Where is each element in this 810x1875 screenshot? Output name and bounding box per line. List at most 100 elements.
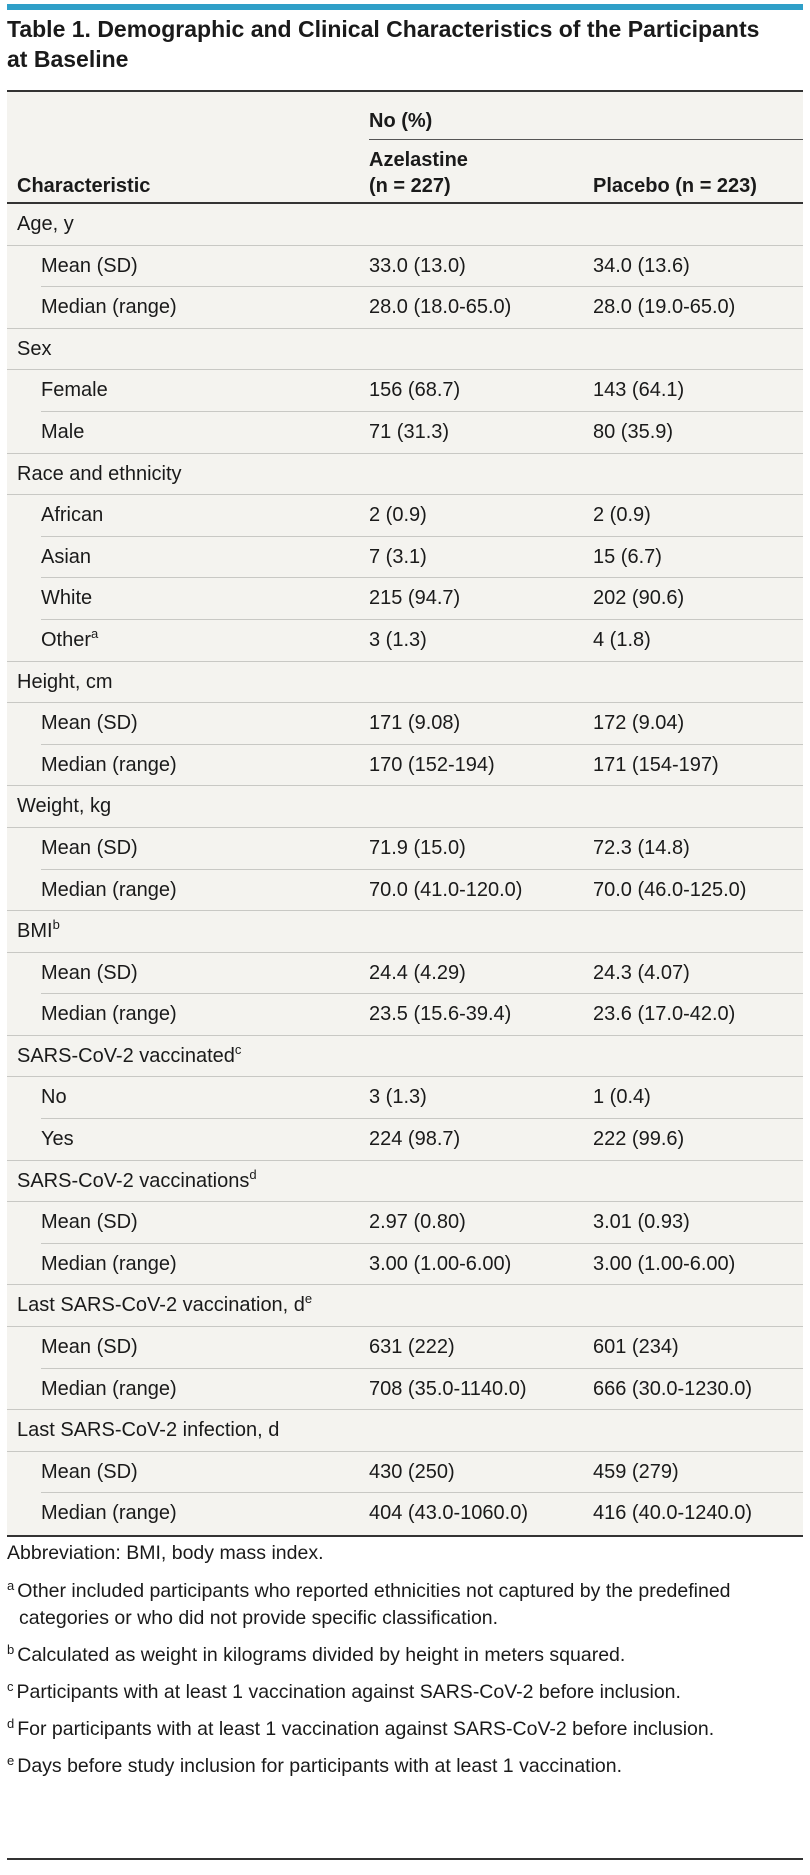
row-label-text: Asian bbox=[41, 545, 92, 568]
placebo-value: 601 (234) bbox=[593, 1336, 679, 1359]
group-label-text: SARS-CoV-2 vaccinated bbox=[17, 1044, 235, 1067]
azelastine-value: 170 (152-194) bbox=[369, 753, 495, 776]
row-label-text: Mean (SD) bbox=[41, 254, 138, 277]
placebo-value: 666 (30.0-1230.0) bbox=[593, 1377, 753, 1400]
group-row: Sex bbox=[7, 329, 803, 371]
row-label-text: Mean (SD) bbox=[41, 836, 138, 859]
azelastine-value: 71 (31.3) bbox=[369, 420, 450, 443]
azelastine-value: 3 (1.3) bbox=[369, 628, 427, 651]
group-label-text: Sex bbox=[17, 337, 52, 360]
table-row: Asian 7 (3.1) 15 (6.7) bbox=[7, 537, 803, 579]
footnote-mark: d bbox=[7, 1716, 15, 1731]
table-row: Median (range) 23.5 (15.6-39.4) 23.6 (17.0… bbox=[7, 994, 803, 1036]
placebo-value: 3.00 (1.00-6.00) bbox=[593, 1252, 736, 1275]
row-label: Mean (SD) bbox=[41, 246, 138, 288]
footnote-marker: b bbox=[52, 917, 60, 933]
abbreviation-note: Abbreviation: BMI, body mass index. bbox=[7, 1542, 324, 1564]
footnote-marker: a bbox=[91, 625, 99, 641]
azelastine-value: 33.0 (13.0) bbox=[369, 254, 466, 277]
azelastine-value: 7 (3.1) bbox=[369, 545, 427, 568]
azelastine-value: 404 (43.0-1060.0) bbox=[369, 1502, 529, 1525]
placebo-value: 28.0 (19.0-65.0) bbox=[593, 296, 736, 319]
group-label: Last SARS-CoV-2 infection, d bbox=[17, 1410, 279, 1452]
row-label-text: Median (range) bbox=[41, 878, 177, 901]
group-row: SARS-CoV-2 vaccinationsd bbox=[7, 1161, 803, 1203]
table-notes: Abbreviation: BMI, body mass index. a Oth… bbox=[7, 1540, 797, 1790]
azelastine-value: 70.0 (41.0-120.0) bbox=[369, 878, 523, 901]
placebo-value: 171 (154-197) bbox=[593, 753, 719, 776]
azelastine-value: 3.00 (1.00-6.00) bbox=[369, 1252, 512, 1275]
table-row: Mean (SD) 171 (9.08) 172 (9.04) bbox=[7, 703, 803, 745]
group-label-text: Age, y bbox=[17, 213, 74, 235]
footnote-text: Participants with at least 1 vaccination… bbox=[16, 1681, 681, 1703]
azelastine-value: 430 (250) bbox=[369, 1460, 455, 1483]
azelastine-header-line2: (n = 227) bbox=[369, 175, 451, 197]
azelastine-value: 28.0 (18.0-65.0) bbox=[369, 296, 512, 319]
group-label-text: Last SARS-CoV-2 vaccination, d bbox=[17, 1294, 305, 1317]
row-label: Median (range) bbox=[41, 870, 177, 912]
azelastine-value: 2.97 (0.80) bbox=[369, 1211, 466, 1234]
row-label-text: Mean (SD) bbox=[41, 961, 138, 984]
row-label: Female bbox=[41, 370, 108, 412]
row-label-text: Female bbox=[41, 379, 108, 402]
footnote: b Calculated as weight in kilograms divid… bbox=[7, 1642, 797, 1669]
azelastine-value: 2 (0.9) bbox=[369, 504, 427, 527]
table-row: Male 71 (31.3) 80 (35.9) bbox=[7, 412, 803, 454]
placebo-column-header: Placebo (n = 223) bbox=[593, 175, 757, 197]
row-label-text: Median (range) bbox=[41, 296, 177, 319]
top-accent-rule bbox=[7, 4, 803, 10]
table-row: Female 156 (68.7) 143 (64.1) bbox=[7, 370, 803, 412]
placebo-value: 80 (35.9) bbox=[593, 420, 674, 443]
row-label-text: Yes bbox=[41, 1128, 74, 1151]
characteristic-column-header: Characteristic bbox=[17, 175, 151, 197]
row-label: Yes bbox=[41, 1119, 74, 1161]
row-label-text: Mean (SD) bbox=[41, 1460, 138, 1483]
placebo-value: 416 (40.0-1240.0) bbox=[593, 1502, 753, 1525]
group-label: Race and ethnicity bbox=[17, 454, 182, 496]
table-row: Mean (SD) 33.0 (13.0) 34.0 (13.6) bbox=[7, 246, 803, 288]
table-body: Age, y Mean (SD) 33.0 (13.0) 34.0 (13.6) Med… bbox=[7, 204, 803, 1535]
placebo-value: 34.0 (13.6) bbox=[593, 254, 690, 277]
azelastine-value: 24.4 (4.29) bbox=[369, 961, 466, 984]
no-pct-header: No (%) bbox=[369, 110, 433, 132]
row-label: Mean (SD) bbox=[41, 828, 138, 870]
footnote-marker: d bbox=[249, 1166, 257, 1182]
bottom-rule bbox=[7, 1858, 803, 1860]
placebo-value: 15 (6.7) bbox=[593, 545, 662, 568]
table-row: No 3 (1.3) 1 (0.4) bbox=[7, 1077, 803, 1119]
placebo-value: 24.3 (4.07) bbox=[593, 961, 690, 984]
placebo-value: 23.6 (17.0-42.0) bbox=[593, 1003, 736, 1026]
group-label: Last SARS-CoV-2 vaccination, de bbox=[17, 1285, 312, 1327]
table-row: Median (range) 70.0 (41.0-120.0) 70.0 (46.… bbox=[7, 870, 803, 912]
group-label-text: Height, cm bbox=[17, 670, 113, 693]
footnote-mark: b bbox=[7, 1642, 15, 1657]
placebo-value: 222 (99.6) bbox=[593, 1128, 685, 1151]
table-row: Median (range) 708 (35.0-1140.0) 666 (30.0… bbox=[7, 1369, 803, 1411]
table-row: Mean (SD) 2.97 (0.80) 3.01 (0.93) bbox=[7, 1202, 803, 1244]
footnote-text: For participants with at least 1 vaccina… bbox=[17, 1718, 715, 1740]
group-label: SARS-CoV-2 vaccinationsd bbox=[17, 1161, 257, 1203]
group-label-text: SARS-CoV-2 vaccinations bbox=[17, 1169, 250, 1192]
row-label: African bbox=[41, 495, 103, 537]
footnote: a Other included participants who reporte… bbox=[7, 1578, 797, 1632]
group-row: Race and ethnicity bbox=[7, 454, 803, 496]
row-label-text: Mean (SD) bbox=[41, 1211, 138, 1234]
row-label-text: Median (range) bbox=[41, 1377, 177, 1400]
placebo-value: 143 (64.1) bbox=[593, 379, 685, 402]
table-row: Othera 3 (1.3) 4 (1.8) bbox=[7, 620, 803, 662]
row-label: No bbox=[41, 1077, 67, 1119]
group-label-text: Race and ethnicity bbox=[17, 462, 182, 485]
table-row: Mean (SD) 71.9 (15.0) 72.3 (14.8) bbox=[7, 828, 803, 870]
row-label: Median (range) bbox=[41, 1369, 177, 1411]
row-label-text: African bbox=[41, 504, 104, 527]
placebo-value: 4 (1.8) bbox=[593, 628, 651, 651]
row-label: Median (range) bbox=[41, 287, 177, 329]
group-row: Weight, kg bbox=[7, 786, 803, 828]
table-row: African 2 (0.9) 2 (0.9) bbox=[7, 495, 803, 537]
group-row: BMIb bbox=[7, 911, 803, 953]
placebo-value: 172 (9.04) bbox=[593, 712, 685, 735]
row-label: Mean (SD) bbox=[41, 953, 138, 995]
row-label: Asian bbox=[41, 537, 91, 579]
row-label: White bbox=[41, 578, 92, 620]
